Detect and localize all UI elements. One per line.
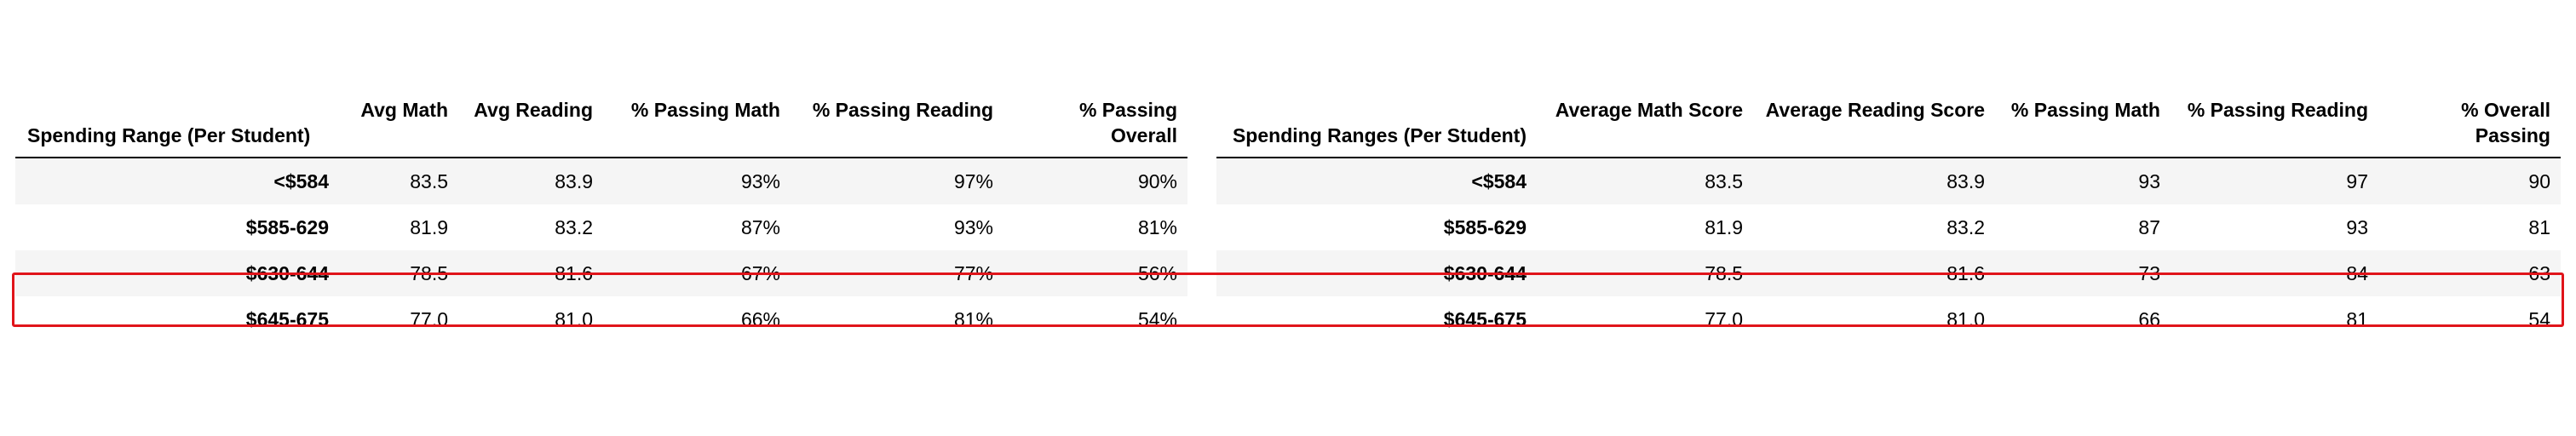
- column-header: % Passing Overall: [1003, 94, 1187, 158]
- column-header: Average Reading Score: [1753, 94, 1995, 158]
- table-cell: 67%: [740, 261, 780, 284]
- table-cell: 63: [2528, 261, 2550, 284]
- table-cell: 83.5: [410, 169, 448, 192]
- table-cell: 77%: [953, 261, 993, 284]
- table-cell: 93: [2346, 215, 2368, 238]
- row-label: $645-675: [245, 307, 329, 330]
- column-header: % Passing Reading: [791, 94, 1003, 158]
- table-cell: 93%: [953, 215, 993, 238]
- spending-summary-table-left: Spending Range (Per Student) Avg Math Av…: [15, 94, 1187, 342]
- table-cell: 56%: [1137, 261, 1177, 284]
- column-header: % Overall Passing: [2378, 94, 2561, 158]
- table-cell: 78.5: [1705, 261, 1743, 284]
- table-cell: 78.5: [410, 261, 448, 284]
- table-cell: 90: [2528, 169, 2550, 192]
- table-cell: 97%: [953, 169, 993, 192]
- table-row: <$584 83.5 83.9 93% 97% 90%: [15, 158, 1187, 204]
- table-cell: 81: [2346, 307, 2368, 330]
- row-label: <$584: [1471, 169, 1527, 192]
- table-cell: 81.6: [555, 261, 593, 284]
- table-cell: 84: [2346, 261, 2368, 284]
- table-cell: 54%: [1137, 307, 1177, 330]
- table-cell: 81.0: [555, 307, 593, 330]
- index-header: Spending Range (Per Student): [15, 94, 339, 158]
- table-cell: 97: [2346, 169, 2368, 192]
- column-header: % Passing Math: [1995, 94, 2171, 158]
- table-cell: 81.6: [1946, 261, 1985, 284]
- table-cell: 90%: [1137, 169, 1177, 192]
- table-row: <$584 83.5 83.9 93 97 90: [1216, 158, 2561, 204]
- table-cell: 83.9: [555, 169, 593, 192]
- table-row: $585-629 81.9 83.2 87 93 81: [1216, 204, 2561, 250]
- table-header-row: Spending Ranges (Per Student) Average Ma…: [1216, 94, 2561, 158]
- table-cell: 73: [2138, 261, 2160, 284]
- spending-summary-table-right: Spending Ranges (Per Student) Average Ma…: [1216, 94, 2561, 342]
- row-label: $585-629: [245, 215, 329, 238]
- row-label: $630-644: [245, 261, 329, 284]
- table-cell: 81.9: [410, 215, 448, 238]
- column-header: Avg Math: [339, 94, 458, 158]
- table-cell: 77.0: [1705, 307, 1743, 330]
- column-header: Avg Reading: [458, 94, 603, 158]
- table-cell: 83.9: [1946, 169, 1985, 192]
- table-cell: 87%: [740, 215, 780, 238]
- table-cell: 83.5: [1705, 169, 1743, 192]
- row-label: $630-644: [1443, 261, 1527, 284]
- table-cell: 81: [2528, 215, 2550, 238]
- table-cell: 83.2: [555, 215, 593, 238]
- index-header: Spending Ranges (Per Student): [1216, 94, 1537, 158]
- column-header: % Passing Math: [603, 94, 791, 158]
- table-cell: 66: [2138, 307, 2160, 330]
- table-cell: 93%: [740, 169, 780, 192]
- table-cell: 87: [2138, 215, 2160, 238]
- table-cell: 81.9: [1705, 215, 1743, 238]
- column-header: Average Math Score: [1537, 94, 1753, 158]
- table-row: $630-644 78.5 81.6 73 84 63: [1216, 250, 2561, 296]
- table-cell: 93: [2138, 169, 2160, 192]
- table-row: $645-675 77.0 81.0 66 81 54: [1216, 296, 2561, 342]
- table-cell: 81.0: [1946, 307, 1985, 330]
- table-cell: 81%: [1137, 215, 1177, 238]
- row-label: $645-675: [1443, 307, 1527, 330]
- column-header: % Passing Reading: [2171, 94, 2378, 158]
- table-cell: 81%: [953, 307, 993, 330]
- table-row: $585-629 81.9 83.2 87% 93% 81%: [15, 204, 1187, 250]
- row-label: <$584: [273, 169, 329, 192]
- table-cell: 66%: [740, 307, 780, 330]
- table-cell: 77.0: [410, 307, 448, 330]
- table-row: $645-675 77.0 81.0 66% 81% 54%: [15, 296, 1187, 342]
- table-cell: 83.2: [1946, 215, 1985, 238]
- table-row: $630-644 78.5 81.6 67% 77% 56%: [15, 250, 1187, 296]
- table-header-row: Spending Range (Per Student) Avg Math Av…: [15, 94, 1187, 158]
- row-label: $585-629: [1443, 215, 1527, 238]
- table-cell: 54: [2528, 307, 2550, 330]
